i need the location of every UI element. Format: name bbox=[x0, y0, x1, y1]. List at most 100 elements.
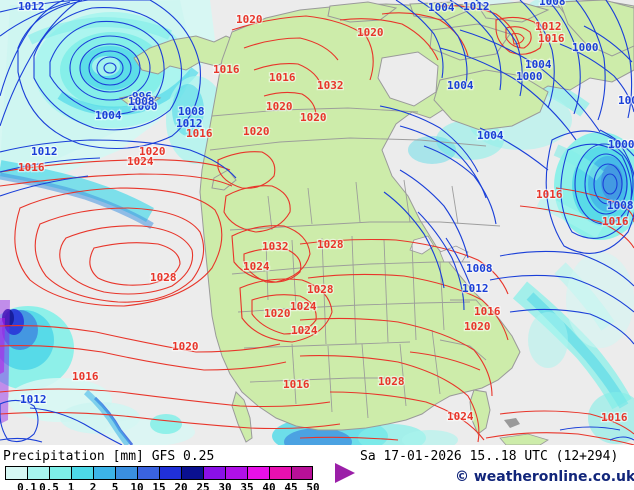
isobar-label: 1020 bbox=[243, 125, 270, 138]
isobar-label-halo: 1028 bbox=[150, 271, 177, 284]
isobar-label-halo: 1032 bbox=[262, 240, 289, 253]
precipitation-legend[interactable]: 0.1 0.5 1 2 5 10 15 20 25 30 35 40 45 50 bbox=[5, 463, 355, 490]
isobar-label-halo: 1012 bbox=[18, 0, 45, 13]
isobar-label: 1000 bbox=[131, 100, 158, 113]
isobar-label: 1012 bbox=[463, 0, 490, 13]
isobar-label: 1024 bbox=[291, 324, 318, 337]
isobar-label: 1020 bbox=[464, 320, 491, 333]
isobar-label: 1004 bbox=[618, 94, 634, 107]
isobar-label: 1004 bbox=[447, 79, 474, 92]
isobar-label-halo: 1020 bbox=[264, 307, 291, 320]
isobar-label-halo: 1000 bbox=[516, 70, 543, 83]
isobar-label: 1020 bbox=[236, 13, 263, 26]
legend-tick-label: 2 bbox=[89, 481, 97, 490]
isobar-label-halo: 1000 bbox=[608, 138, 634, 151]
legend-swatch bbox=[115, 466, 137, 480]
isobar-label-halo: 1016 bbox=[213, 63, 240, 76]
legend-tick-label: 5 bbox=[111, 481, 119, 490]
isobar-label-halo: 1012 bbox=[20, 393, 47, 406]
isobar-label-halo: 1020 bbox=[243, 125, 270, 138]
isobar-label-halo: 1016 bbox=[72, 370, 99, 383]
isobar-label: 1016 bbox=[18, 161, 45, 174]
isobar-label-halo: 1016 bbox=[283, 378, 310, 391]
isobar-label: 1004 bbox=[95, 109, 122, 122]
isobar-label: 1020 bbox=[172, 340, 199, 353]
isobar-label-halo: 1012 bbox=[535, 20, 562, 33]
isobar-label: 1020 bbox=[264, 307, 291, 320]
isobar-label: 1016 bbox=[269, 71, 296, 84]
legend-swatch bbox=[93, 466, 115, 480]
map-footer: Precipitation [mm] GFS 0.25 Sa 17-01-202… bbox=[0, 445, 634, 490]
isobar-label: 1016 bbox=[536, 188, 563, 201]
isobar-label-halo: 1012 bbox=[463, 0, 490, 13]
legend-tick-label: 0.1 bbox=[17, 481, 37, 490]
isobar-label: 1028 bbox=[317, 238, 344, 251]
isobar-label: 1012 bbox=[18, 0, 45, 13]
isobar-label: 1004 bbox=[477, 129, 504, 142]
legend-tick-labels: 0.1 0.5 1 2 5 10 15 20 25 30 35 40 45 50 bbox=[5, 481, 335, 490]
precipitation-map[interactable]: 996 996 1000 1000 1008 1008 1004 1004 1008 1008 10… bbox=[0, 0, 634, 445]
isobar-label: 1016 bbox=[601, 411, 628, 424]
isobar-label: 1012 bbox=[535, 20, 562, 33]
legend-tick-label: 45 bbox=[284, 481, 298, 490]
isobar-label: 1000 bbox=[572, 41, 599, 54]
legend-swatch bbox=[225, 466, 247, 480]
isobar-label: 1016 bbox=[213, 63, 240, 76]
isobar-label-halo: 1012 bbox=[176, 117, 203, 130]
isobar-label-halo: 1016 bbox=[269, 71, 296, 84]
legend-tick-label: 50 bbox=[306, 481, 320, 490]
isobar-label: 1008 bbox=[607, 199, 634, 212]
isobar-label: 1016 bbox=[186, 127, 213, 140]
isobar-label-halo: 1000 bbox=[131, 100, 158, 113]
isobar-label: 1000 bbox=[516, 70, 543, 83]
landmass-layer bbox=[118, 0, 634, 445]
isobar-label: 1008 bbox=[539, 0, 566, 8]
isobar-label: 1028 bbox=[150, 271, 177, 284]
legend-swatch bbox=[181, 466, 203, 480]
isobar-label-halo: 1008 bbox=[178, 105, 205, 118]
isobar-label: 1020 bbox=[357, 26, 384, 39]
isobar-label: 1012 bbox=[20, 393, 47, 406]
isobar-label-halo: 1028 bbox=[307, 283, 334, 296]
legend-swatch bbox=[203, 466, 225, 480]
isobar-label: 996 bbox=[132, 90, 152, 103]
isobar-label-halo: 1004 bbox=[618, 94, 634, 107]
isobar-label-halo: 1016 bbox=[601, 411, 628, 424]
legend-tick-label: 10 bbox=[130, 481, 144, 490]
isobar-label: 1016 bbox=[602, 215, 629, 228]
isobar-label-halo: 1004 bbox=[447, 79, 474, 92]
legend-tick-label: 35 bbox=[240, 481, 254, 490]
legend-overflow-arrow bbox=[335, 463, 355, 483]
legend-tick-label: 25 bbox=[196, 481, 210, 490]
isobar-label: 1004 bbox=[428, 1, 455, 14]
legend-tick-label: 0.5 bbox=[39, 481, 59, 490]
legend-swatch bbox=[137, 466, 159, 480]
legend-swatch bbox=[5, 466, 27, 480]
isobar-label: 1008 bbox=[128, 95, 155, 108]
legend-tick-label: 40 bbox=[262, 481, 276, 490]
isobar-label-halo: 1020 bbox=[236, 13, 263, 26]
isobar-label: 1020 bbox=[300, 111, 327, 124]
isobar-label-halo: 1000 bbox=[572, 41, 599, 54]
isobar-label: 1024 bbox=[447, 410, 474, 423]
legend-colorbar[interactable] bbox=[5, 466, 335, 480]
isobar-label: 1016 bbox=[72, 370, 99, 383]
isobar-label-halo: 1008 bbox=[539, 0, 566, 8]
isobar-label: 1020 bbox=[139, 145, 166, 158]
isobar-label-halo: 1028 bbox=[317, 238, 344, 251]
valid-time-label: Sa 17-01-2026 15..18 UTC (12+294) bbox=[360, 449, 619, 464]
isobars-high bbox=[0, 5, 634, 445]
isobar-label-halo: 1020 bbox=[357, 26, 384, 39]
isobar-label-halo: 1024 bbox=[127, 155, 154, 168]
isobar-label-halo: 1012 bbox=[31, 145, 58, 158]
isobar-label-halo: 1032 bbox=[317, 79, 344, 92]
legend-swatch bbox=[27, 466, 49, 480]
legend-swatch bbox=[159, 466, 181, 480]
isobar-label-halo: 1004 bbox=[477, 129, 504, 142]
legend-swatch bbox=[71, 466, 93, 480]
legend-tick-label: 1 bbox=[67, 481, 75, 490]
isobar-label: 1028 bbox=[307, 283, 334, 296]
isobar-label-halo: 1016 bbox=[186, 127, 213, 140]
